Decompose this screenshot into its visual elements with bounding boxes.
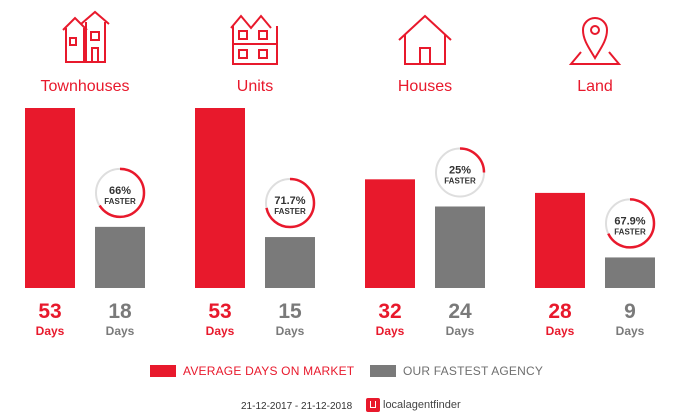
faster-percent-label: 25% xyxy=(449,164,471,176)
agency-value-label: 15 xyxy=(278,300,302,323)
faster-percent-label: 66% xyxy=(109,185,131,197)
faster-badge: 67.9%FASTER xyxy=(604,198,656,249)
market-bar xyxy=(195,108,245,288)
agency-bar xyxy=(435,206,485,288)
legend-market-label: AVERAGE DAYS ON MARKET xyxy=(183,364,355,378)
market-value-label: 53 xyxy=(208,300,231,323)
market-unit-label: Days xyxy=(206,324,235,338)
market-bar xyxy=(365,179,415,288)
days-on-market-chart: Townhouses53Days18Days66%FASTERUnits53Da… xyxy=(25,10,656,338)
agency-unit-label: Days xyxy=(616,324,645,338)
faster-caption: FASTER xyxy=(104,197,136,206)
house-icon xyxy=(398,14,452,65)
agency-bar xyxy=(605,257,655,288)
market-value-label: 32 xyxy=(378,300,401,323)
footer: 21-12-2017 - 21-12-2018 localagentfinder xyxy=(0,398,700,416)
brand-logo[interactable]: localagentfinder xyxy=(366,398,461,412)
agency-bar xyxy=(95,226,145,288)
category-label: Houses xyxy=(398,78,452,95)
faster-caption: FASTER xyxy=(614,227,646,236)
agency-unit-label: Days xyxy=(106,324,135,338)
legend-market: AVERAGE DAYS ON MARKET xyxy=(150,363,354,379)
brand-logo-icon xyxy=(366,398,380,412)
market-unit-label: Days xyxy=(546,324,575,338)
agency-unit-label: Days xyxy=(276,324,305,338)
category-label: Land xyxy=(577,78,613,95)
market-value-label: 53 xyxy=(38,300,61,323)
legend-agency-label: OUR FASTEST AGENCY xyxy=(403,364,544,378)
faster-percent-label: 71.7% xyxy=(274,195,305,207)
faster-percent-label: 67.9% xyxy=(614,215,645,227)
faster-ring-progress xyxy=(264,177,316,229)
faster-ring-progress xyxy=(434,147,486,198)
legend-agency-swatch xyxy=(370,365,396,377)
brand-name: localagentfinder xyxy=(383,399,461,411)
legend-market-swatch xyxy=(150,365,176,377)
market-unit-label: Days xyxy=(376,324,405,338)
agency-bar xyxy=(265,237,315,288)
faster-ring-progress xyxy=(604,198,656,249)
market-value-label: 28 xyxy=(548,300,572,323)
faster-caption: FASTER xyxy=(274,207,306,216)
market-unit-label: Days xyxy=(36,324,65,338)
category-label: Units xyxy=(237,78,273,95)
market-bar xyxy=(25,108,75,288)
faster-badge: 66%FASTER xyxy=(94,167,146,219)
legend-agency: OUR FASTEST AGENCY xyxy=(370,363,543,379)
faster-badge: 71.7%FASTER xyxy=(264,177,316,229)
land-pin-icon xyxy=(568,17,622,65)
faster-ring-progress xyxy=(94,167,146,219)
agency-value-label: 18 xyxy=(108,300,132,323)
agency-value-label: 24 xyxy=(448,300,472,323)
faster-caption: FASTER xyxy=(444,176,476,185)
faster-badge: 25%FASTER xyxy=(434,147,486,198)
agency-unit-label: Days xyxy=(446,324,475,338)
market-bar xyxy=(535,192,585,288)
date-range: 21-12-2017 - 21-12-2018 xyxy=(241,401,353,412)
units-icon xyxy=(230,14,278,65)
category-label: Townhouses xyxy=(41,78,130,95)
townhouse-icon xyxy=(62,10,110,63)
agency-value-label: 9 xyxy=(624,300,636,323)
